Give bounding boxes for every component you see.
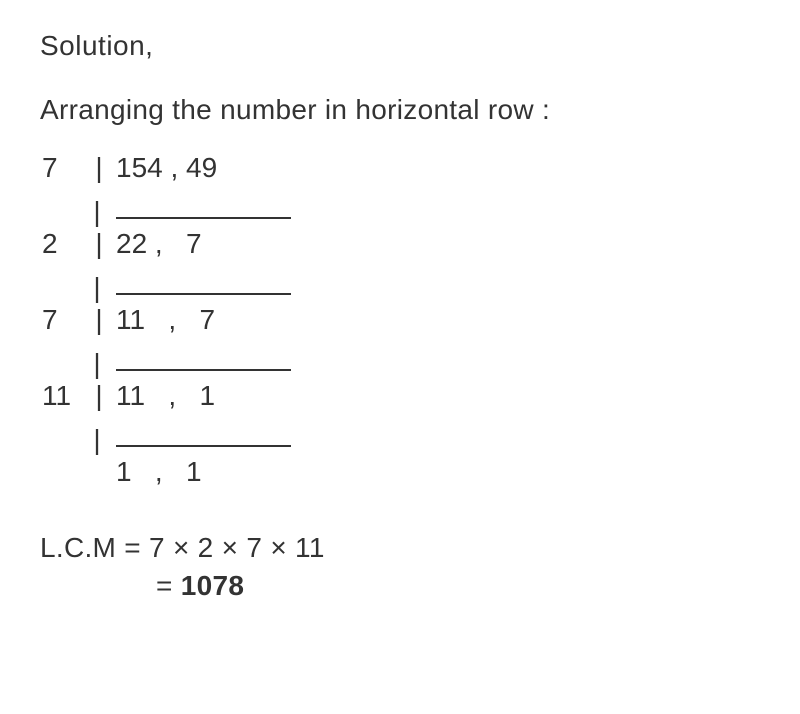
ladder-row: 7 | 11 , 7 — [40, 306, 760, 346]
result-expression-line: L.C.M = 7 × 2 × 7 × 11 — [40, 532, 760, 564]
divisor-cell: 7 — [40, 154, 90, 182]
lcm-label: L.C.M = — [40, 532, 149, 563]
ladder-separator: | — [40, 270, 760, 306]
lcm-result: L.C.M = 7 × 2 × 7 × 11 = 1078 — [40, 532, 760, 602]
lcm-ladder: 7 | 154 , 49 | 2 | 22 , 7 | 7 | 11 , 7 |… — [40, 154, 760, 498]
solution-heading: Solution, — [40, 30, 760, 62]
pipe-divider: | — [90, 230, 108, 258]
numbers-cell: 1 , 1 — [108, 458, 202, 486]
divisor-cell: 2 — [40, 230, 90, 258]
ladder-row: 1 , 1 — [40, 458, 760, 498]
equals-sign: = — [156, 570, 181, 601]
ladder-row: 11 | 11 , 1 — [40, 382, 760, 422]
pipe-divider: | — [90, 382, 108, 410]
numbers-cell: 11 , 7 — [108, 306, 215, 334]
numbers-cell: 11 , 1 — [108, 382, 215, 410]
numbers-cell: 22 , 7 — [108, 230, 202, 258]
pipe-divider: | — [88, 198, 106, 226]
ladder-separator: | — [40, 194, 760, 230]
pipe-divider: | — [90, 306, 108, 334]
pipe-divider: | — [90, 154, 108, 182]
result-value-line: = 1078 — [40, 570, 760, 602]
lcm-value: 1078 — [181, 570, 245, 601]
ladder-separator: | — [40, 422, 760, 458]
arranging-text: Arranging the number in horizontal row : — [40, 94, 760, 126]
lcm-expression: 7 × 2 × 7 × 11 — [149, 532, 325, 563]
divisor-cell: 7 — [40, 306, 90, 334]
pipe-divider: | — [88, 274, 106, 302]
pipe-divider: | — [88, 426, 106, 454]
pipe-divider: | — [88, 350, 106, 378]
horizontal-rule — [116, 445, 291, 447]
horizontal-rule — [116, 293, 291, 295]
ladder-row: 2 | 22 , 7 — [40, 230, 760, 270]
horizontal-rule — [116, 217, 291, 219]
ladder-separator: | — [40, 346, 760, 382]
numbers-cell: 154 , 49 — [108, 154, 217, 182]
divisor-cell: 11 — [40, 382, 90, 410]
ladder-row: 7 | 154 , 49 — [40, 154, 760, 194]
horizontal-rule — [116, 369, 291, 371]
